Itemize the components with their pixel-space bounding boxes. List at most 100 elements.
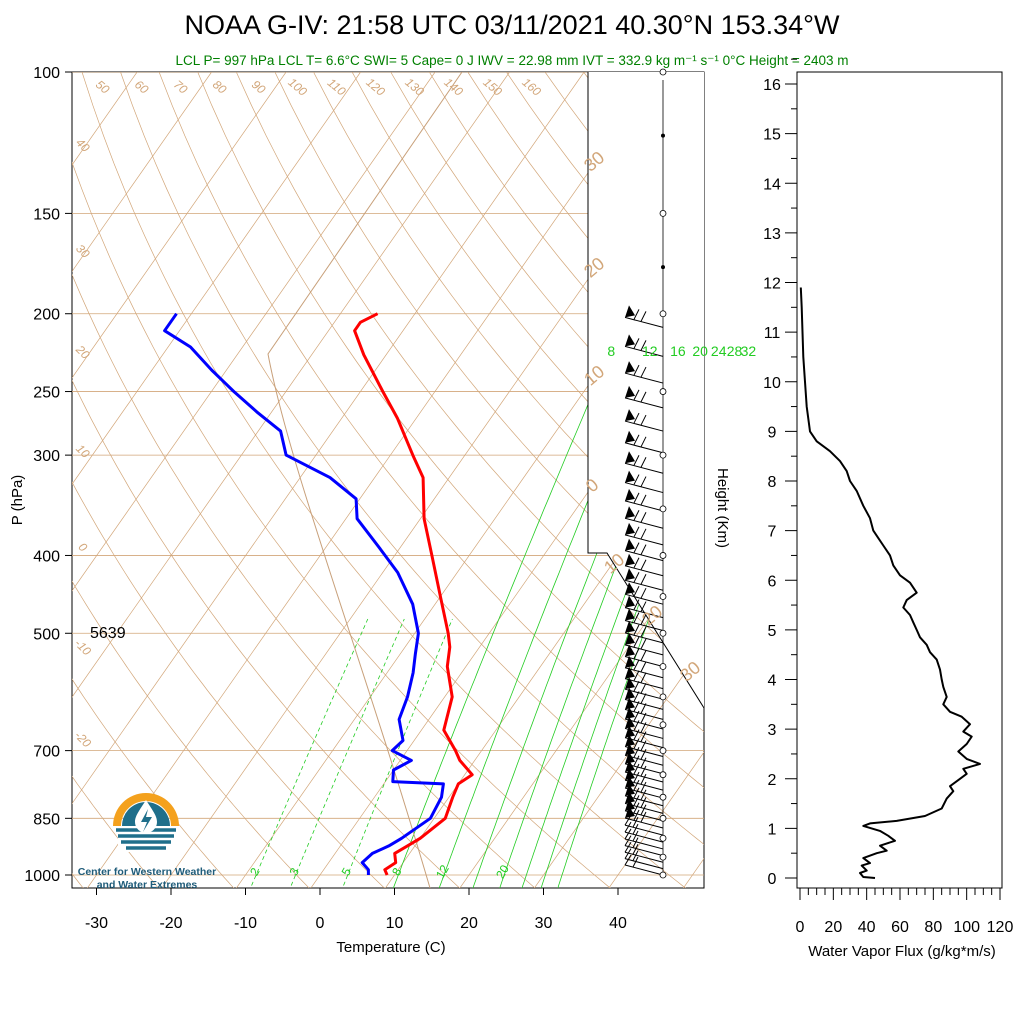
500hpa-height-label: 5639	[90, 625, 126, 642]
dry-adiabat-label: 130	[402, 75, 427, 99]
dry-adiabat-line	[468, 72, 1024, 892]
y-tick-label: 100	[33, 65, 60, 82]
mixing-ratio-label: 20	[692, 343, 708, 359]
height-tick-label: 6	[768, 573, 777, 590]
mixing-ratio-label: 8	[389, 865, 405, 878]
height-tick-label: 0	[768, 871, 777, 888]
dry-adiabat-label: 70	[171, 77, 190, 97]
y-axis-title: P (hPa)	[9, 475, 26, 526]
wind-barb	[625, 842, 663, 862]
isotherm-label: 30	[73, 241, 93, 261]
height-tick-label: 7	[768, 524, 777, 541]
barb-level-marker	[660, 872, 666, 878]
flux-tick-label: 20	[824, 919, 842, 936]
dry-adiabat-label: 140	[441, 75, 466, 99]
mixing-ratio-label: 16	[670, 343, 686, 359]
wind-barb	[625, 855, 663, 875]
height-tick-label: 2	[768, 772, 777, 789]
barb-level-marker	[661, 266, 664, 269]
flux-tick-label: 80	[924, 919, 942, 936]
dry-adiabat-label: 150	[480, 75, 505, 99]
isotherm-label: 20	[72, 342, 92, 362]
logo-text-line1: Center for Western Weather	[78, 866, 216, 878]
isotherm-label: 0	[76, 540, 91, 555]
chart-title: NOAA G-IV: 21:58 UTC 03/11/2021 40.30°N …	[185, 10, 840, 40]
isotherm-label: 40	[73, 135, 93, 155]
dry-adiabat-line	[0, 72, 388, 892]
barb-level-marker	[660, 794, 666, 800]
barb-level-marker	[660, 854, 666, 860]
flux-y-axis-title: Height (Km)	[714, 468, 731, 548]
dry-adiabat-line	[699, 72, 1024, 892]
logo-text-line2: and Water Extremes	[97, 879, 198, 891]
mixing-ratio-label: 8	[607, 343, 615, 359]
height-tick-label: 15	[763, 127, 781, 144]
barb-level-marker	[660, 815, 666, 821]
reference-lines	[0, 72, 1024, 892]
y-tick-label: 150	[33, 206, 60, 223]
barb-level-marker	[660, 69, 666, 75]
mixing-ratio-label: 5	[339, 865, 355, 878]
isotherm-line	[681, 72, 1024, 892]
dry-adiabat-label: 90	[249, 77, 268, 97]
flux-tick-label: 40	[858, 919, 876, 936]
barb-level-marker	[660, 630, 666, 636]
profile-lines	[165, 314, 473, 875]
y-tick-label: 850	[33, 811, 60, 828]
height-tick-label: 8	[768, 474, 777, 491]
height-tick-label: 4	[768, 673, 777, 690]
dry-adiabat-label: 110	[325, 75, 349, 98]
y-tick-label: 700	[33, 744, 60, 761]
isotherm-line	[0, 72, 435, 892]
x-tick-label: -10	[234, 915, 257, 932]
mixing-ratio-label: 2	[247, 865, 263, 878]
flux-line	[801, 288, 980, 879]
x-tick-label: 40	[609, 915, 627, 932]
y-tick-label: 250	[33, 385, 60, 402]
barb-level-marker	[660, 452, 666, 458]
dry-adiabat-line	[391, 72, 1024, 892]
x-tick-label: -20	[159, 915, 182, 932]
y-tick-label: 300	[33, 448, 60, 465]
flux-tick-label: 0	[796, 919, 805, 936]
dry-adiabat-label: 60	[132, 77, 151, 97]
isotherm-line	[85, 72, 659, 892]
wind-barb	[625, 822, 663, 842]
dry-adiabat-label: 100	[285, 75, 310, 99]
isotherm-line	[457, 72, 1024, 892]
height-tick-label: 11	[764, 325, 781, 342]
barb-level-marker	[660, 552, 666, 558]
height-tick-label: 14	[763, 176, 781, 193]
mixing-ratio-label: 3	[287, 865, 303, 878]
y-tick-label: 400	[33, 548, 60, 565]
mixing-ratio-label: 12	[642, 343, 658, 359]
flux-tick-label: 100	[953, 919, 980, 936]
x-tick-label: 20	[460, 915, 478, 932]
barb-level-marker	[660, 311, 666, 317]
water-vapor-flux-line	[801, 288, 980, 879]
barb-level-marker	[661, 134, 664, 137]
height-tick-label: 16	[763, 77, 781, 94]
barb-level-marker	[660, 694, 666, 700]
flux-x-axis-title: Water Vapor Flux (g/kg*m/s)	[808, 943, 996, 960]
isotherm-label: -20	[72, 728, 94, 750]
flux-tick-label: 60	[891, 919, 909, 936]
height-tick-label: 10	[763, 375, 781, 392]
height-tick-label: 12	[763, 276, 781, 293]
water-vapor-flux-chart: 0123456789101112131415160 20 40 60 80 100 120 …	[714, 59, 1013, 960]
y-tick-label: 200	[33, 307, 60, 324]
mixing-ratio-line	[289, 619, 405, 892]
dry-adiabat-label: 80	[210, 77, 229, 97]
mixing-ratio-line	[249, 619, 368, 892]
barb-level-marker	[660, 772, 666, 778]
isotherm-line	[10, 72, 584, 892]
y-tick-label: 500	[33, 626, 60, 643]
flux-tick-label: 120	[987, 919, 1014, 936]
flux-axes: 0123456789101112131415160 20 40 60 80 100 120	[763, 59, 1013, 936]
dry-adiabat-line	[0, 72, 237, 892]
dewpoint-profile-line	[165, 314, 444, 875]
height-tick-label: 13	[763, 226, 781, 243]
sounding-figure: NOAA G-IV: 21:58 UTC 03/11/2021 40.30°N …	[0, 0, 1024, 1024]
barb-level-marker	[660, 594, 666, 600]
height-tick-label: 1	[768, 821, 777, 838]
